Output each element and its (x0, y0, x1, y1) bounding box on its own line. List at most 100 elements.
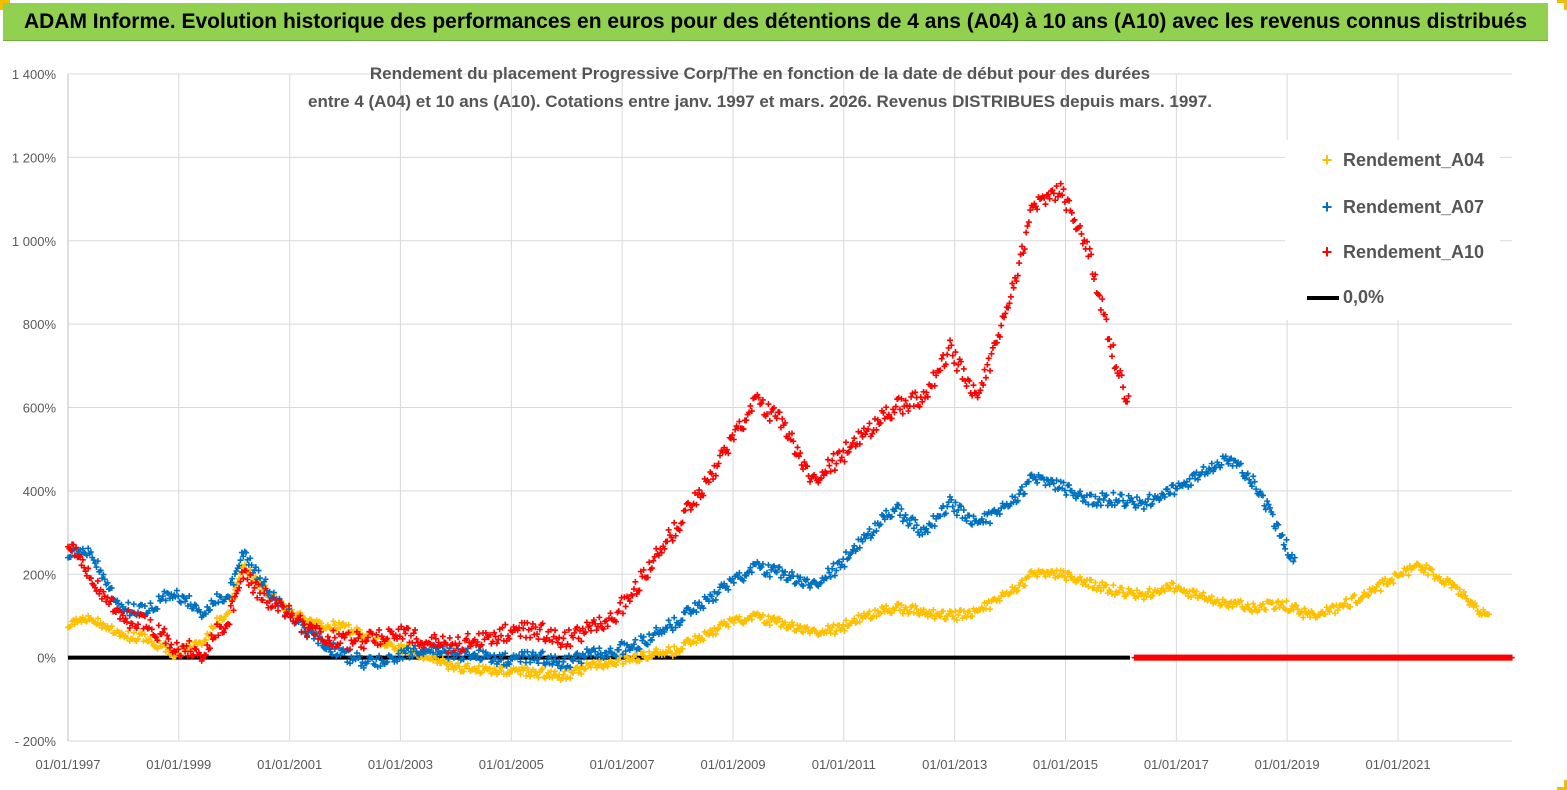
data-point (130, 601, 137, 608)
data-point (125, 606, 132, 613)
data-point (222, 625, 229, 632)
data-point (617, 599, 624, 606)
data-point (931, 382, 938, 389)
data-point (1265, 501, 1272, 508)
data-point (1032, 476, 1039, 483)
data-point (740, 426, 747, 433)
data-point (369, 630, 376, 637)
data-point (827, 468, 834, 475)
data-point (1025, 573, 1032, 580)
data-point (765, 401, 772, 408)
data-point (773, 619, 780, 626)
data-point (766, 573, 773, 580)
data-point (1096, 292, 1103, 299)
data-point (768, 409, 775, 416)
data-point (202, 652, 209, 659)
data-point (161, 625, 168, 632)
data-point (536, 653, 543, 660)
data-point (141, 631, 148, 638)
data-point (529, 620, 536, 627)
data-point (1424, 571, 1431, 578)
data-point (892, 505, 899, 512)
data-point (888, 513, 895, 520)
data-point (748, 616, 755, 623)
data-point (1088, 251, 1095, 258)
series-a10 (65, 180, 1132, 664)
data-point (571, 629, 578, 636)
banner: ADAM Informe. Evolution historique des p… (3, 3, 1548, 41)
data-point (445, 655, 452, 662)
data-point (287, 614, 294, 621)
data-point (604, 623, 611, 630)
data-point (364, 634, 371, 641)
data-point (1382, 575, 1389, 582)
data-point (1257, 488, 1264, 495)
data-point (682, 609, 689, 616)
data-point (1102, 311, 1109, 318)
data-point (467, 643, 474, 650)
data-point (636, 645, 643, 652)
data-point (798, 462, 805, 469)
data-point (85, 565, 92, 572)
data-point (687, 506, 694, 513)
data-point (261, 590, 268, 597)
data-point (912, 602, 919, 609)
data-point (517, 633, 524, 640)
data-point (1007, 293, 1014, 300)
data-point (1275, 521, 1282, 528)
data-point (1326, 608, 1333, 615)
data-point (248, 562, 255, 569)
data-point (712, 631, 719, 638)
data-point (1485, 611, 1492, 618)
data-point (773, 569, 780, 576)
data-point (824, 456, 831, 463)
data-point (204, 642, 211, 649)
data-point (696, 487, 703, 494)
data-point (240, 553, 247, 560)
data-point (1420, 569, 1427, 576)
data-point (431, 631, 438, 638)
data-point (905, 407, 912, 414)
data-point (963, 517, 970, 524)
data-point (800, 582, 807, 589)
data-point (1207, 597, 1214, 604)
data-point (770, 562, 777, 569)
data-point (175, 646, 182, 653)
data-point (1099, 296, 1106, 303)
data-point (1041, 194, 1048, 201)
data-point (108, 595, 115, 602)
data-point (1242, 606, 1248, 613)
data-point (851, 435, 858, 442)
data-point (409, 639, 416, 646)
data-point (534, 656, 541, 663)
data-point (797, 622, 804, 629)
data-point (1066, 569, 1073, 576)
data-point (766, 417, 773, 424)
data-point (542, 638, 549, 645)
data-point (1096, 495, 1103, 502)
data-point (671, 643, 678, 650)
data-point (262, 576, 269, 583)
data-point (532, 624, 539, 631)
data-point (1246, 476, 1253, 483)
data-point (830, 621, 837, 628)
data-point (202, 610, 209, 617)
data-point (304, 632, 311, 639)
data-point (536, 626, 543, 633)
data-point (942, 510, 949, 517)
x-tick-label: 01/01/1999 (146, 757, 211, 772)
data-point (301, 614, 308, 621)
data-point (162, 597, 169, 604)
data-point (270, 589, 277, 596)
data-point (1100, 496, 1107, 503)
data-point (836, 448, 843, 455)
data-point (604, 663, 611, 670)
data-point (1255, 606, 1262, 613)
data-point (482, 629, 489, 636)
data-point (67, 623, 74, 630)
data-point (1460, 588, 1467, 595)
data-point (845, 448, 852, 455)
data-point (646, 648, 653, 655)
data-point (966, 377, 973, 384)
data-point (615, 608, 622, 615)
